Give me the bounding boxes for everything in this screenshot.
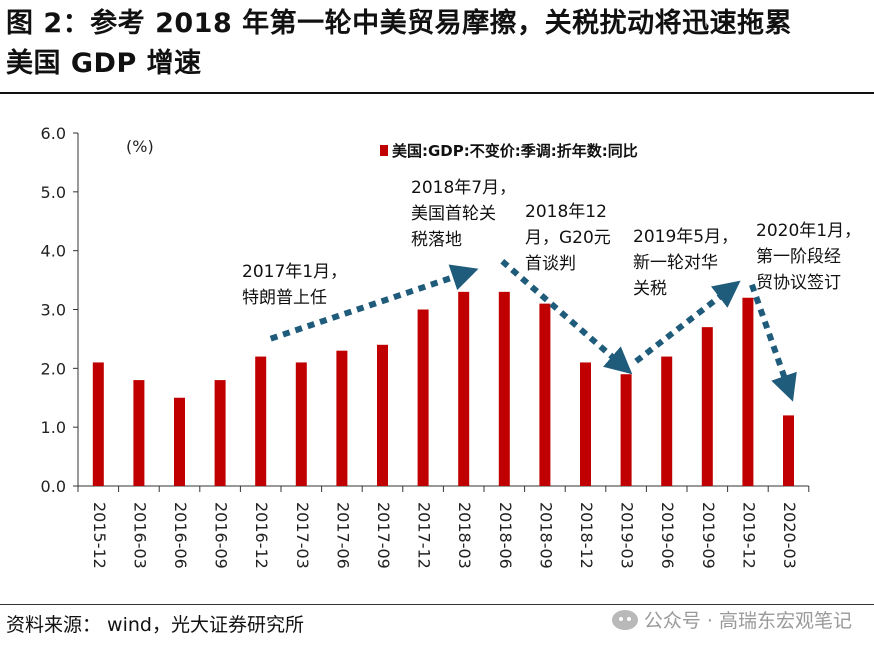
x-tick-label: 2016-03 (130, 502, 149, 569)
bar (620, 374, 632, 486)
figure-title: 图 2：参考 2018 年第一轮中美贸易摩擦，关税扰动将迅速拖累 美国 GDP … (6, 4, 868, 84)
watermark-text: 公众号 · 高瑞东宏观笔记 (643, 610, 852, 632)
annotation-text: 月，G20元 (525, 228, 611, 248)
bar (377, 344, 388, 486)
bar (92, 362, 104, 486)
y-tick-label: 1.0 (41, 418, 66, 437)
bar (214, 380, 226, 486)
title-line-2: 美国 GDP 增速 (6, 48, 202, 79)
footer-rule (0, 604, 874, 605)
bar (580, 362, 591, 486)
x-tick-label: 2016-06 (171, 502, 190, 569)
annotation-text: 关税 (633, 279, 667, 299)
bar (539, 303, 551, 486)
gdp-bar-chart: 0.0 1.0 2.0 3.0 4.0 5.0 6.0 (%) 2015-12 2016-03 20… (41, 124, 862, 569)
x-tick-label: 2018-03 (455, 502, 474, 569)
trend-arrow (500, 258, 633, 375)
x-tick-label: 2019-03 (618, 502, 637, 569)
y-tick-label: 6.0 (41, 124, 66, 143)
x-tick-label: 2017-09 (374, 502, 393, 569)
trend-arrow (634, 280, 741, 364)
x-tick-label: 2015-12 (90, 502, 109, 569)
legend-swatch (380, 145, 388, 156)
bar (133, 380, 145, 486)
x-tick-label: 2016-09 (212, 502, 231, 569)
bar (458, 291, 470, 486)
annotation-text: 贸协议签订 (756, 273, 841, 293)
source-note: 资料来源： wind，光大证券研究所 (6, 614, 304, 636)
title-line-1: 图 2：参考 2018 年第一轮中美贸易摩擦，关税扰动将迅速拖累 (6, 8, 793, 39)
trend-arrow (269, 264, 479, 342)
x-tick-label: 2018-12 (577, 502, 596, 569)
annotation-text: 2020年1月， (756, 221, 861, 241)
annotation-text: 特朗普上任 (242, 288, 327, 308)
annotation-text: 税落地 (411, 230, 462, 250)
x-tick-label: 2016-12 (252, 502, 271, 569)
trend-arrow (749, 283, 797, 402)
y-tick-label: 0.0 (41, 477, 66, 496)
watermark: 公众号 · 高瑞东宏观笔记 (611, 606, 852, 633)
y-tick-label: 2.0 (41, 359, 66, 378)
annotation-text: 2018年12 (525, 202, 607, 222)
x-tick-label: 2020-03 (780, 502, 799, 569)
bar (255, 356, 267, 486)
y-tick-label: 5.0 (41, 183, 66, 202)
y-tick-label: 4.0 (41, 242, 66, 261)
annotation-text: 第一阶段经 (756, 247, 841, 267)
annotation-text: 首谈判 (525, 254, 576, 274)
x-tick-label: 2017-06 (333, 502, 352, 569)
x-tick-label: 2018-09 (536, 502, 555, 569)
annotation-text: 2017年1月， (242, 262, 347, 282)
annotation-text: 2018年7月， (411, 178, 516, 198)
bar (336, 350, 348, 486)
x-tick-label: 2019-06 (658, 502, 677, 569)
y-unit-label: (%) (126, 137, 154, 156)
x-tick-label: 2017-03 (293, 502, 312, 569)
annotation-text: 美国首轮关 (411, 204, 496, 224)
title-rule (0, 92, 874, 94)
bar (498, 291, 510, 486)
bar (701, 327, 713, 486)
bar (783, 415, 794, 486)
bar (295, 362, 307, 486)
x-tick-label: 2018-06 (496, 502, 515, 569)
x-tick-label: 2019-12 (739, 502, 758, 569)
x-tick-label: 2017-12 (415, 502, 434, 569)
y-tick-label: 3.0 (41, 301, 66, 320)
legend-label: 美国:GDP:不变价:季调:折年数:同比 (392, 142, 638, 160)
wechat-icon (611, 609, 638, 630)
annotation-text: 2019年5月， (633, 227, 738, 247)
x-tick-label: 2019-09 (699, 502, 718, 569)
bar (742, 297, 754, 486)
bar (661, 356, 673, 486)
annotation-text: 新一轮对华 (633, 253, 718, 273)
bar (417, 309, 429, 486)
bar (174, 397, 185, 486)
